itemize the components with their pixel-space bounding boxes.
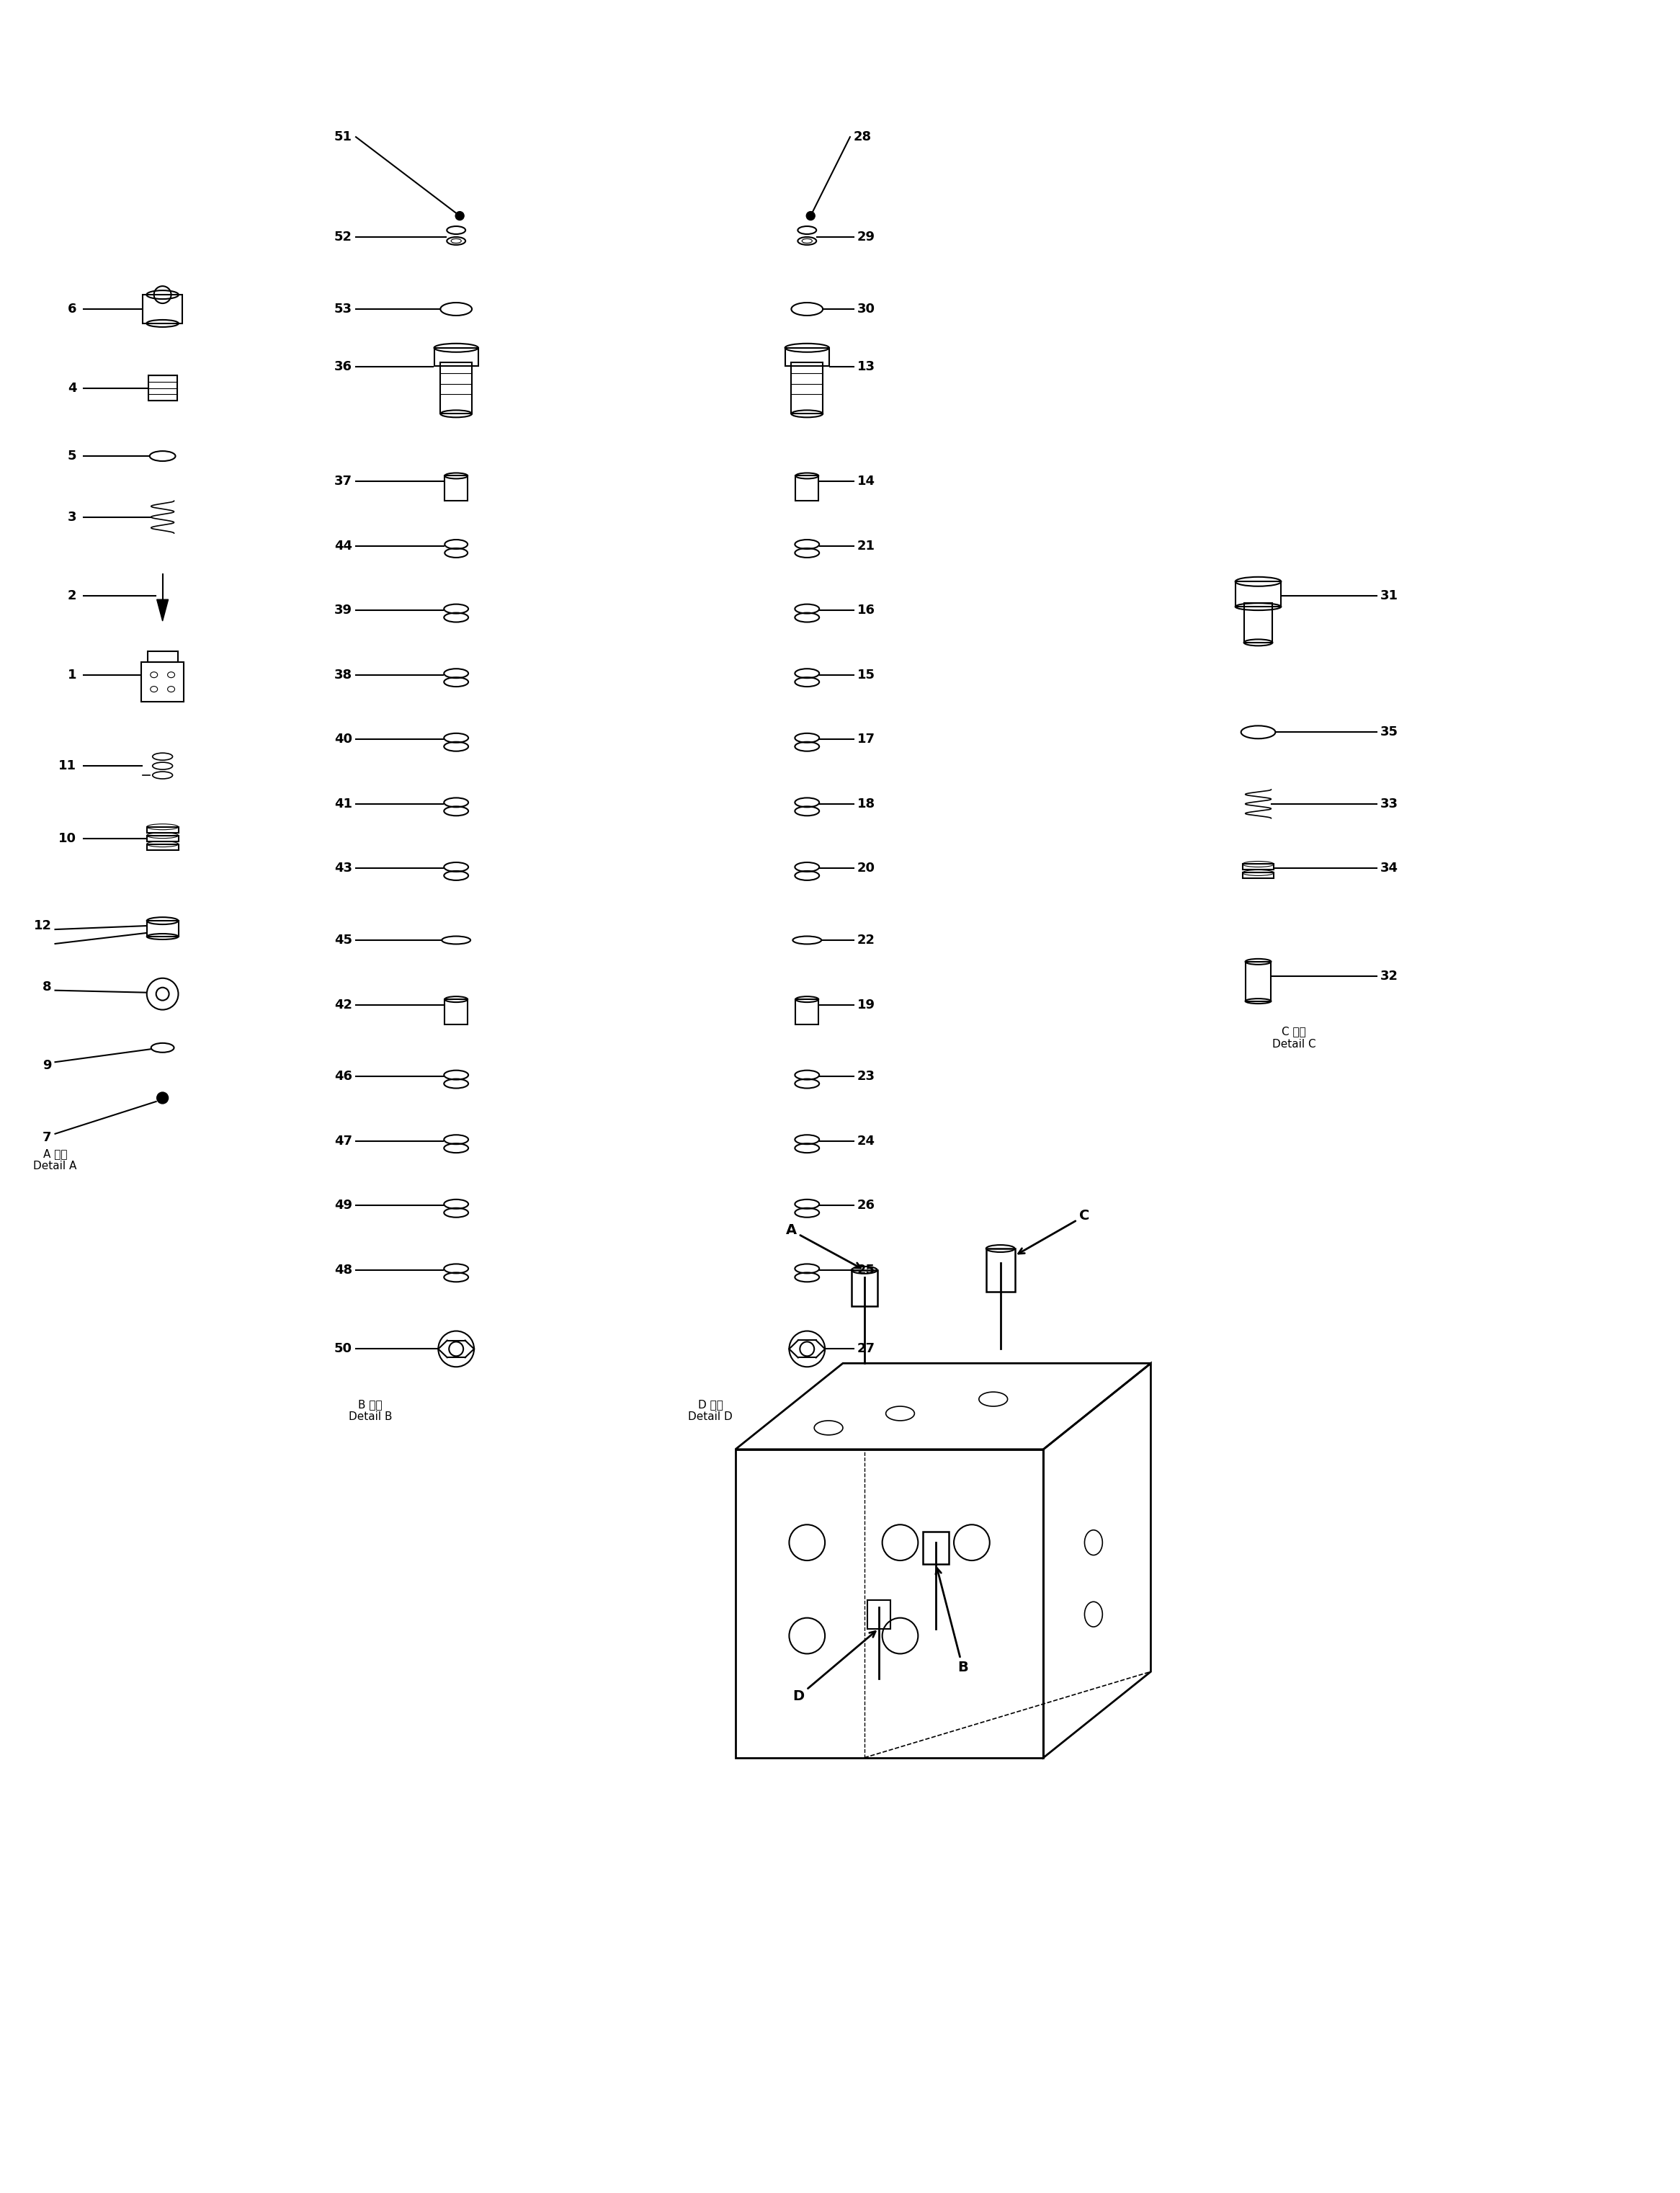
Bar xyxy=(1243,603,1272,643)
Text: 22: 22 xyxy=(857,934,875,947)
Text: 20: 20 xyxy=(857,862,875,875)
Text: 48: 48 xyxy=(334,1263,353,1276)
Text: 33: 33 xyxy=(1379,798,1398,811)
Bar xyxy=(785,349,830,366)
Text: 7: 7 xyxy=(42,1132,52,1145)
Text: 42: 42 xyxy=(334,998,353,1011)
Text: 45: 45 xyxy=(334,934,353,947)
Text: 37: 37 xyxy=(334,474,353,487)
Text: 32: 32 xyxy=(1379,969,1398,982)
Text: 41: 41 xyxy=(334,798,353,811)
Bar xyxy=(1235,581,1282,607)
Bar xyxy=(445,476,467,500)
Text: 35: 35 xyxy=(1379,726,1398,739)
Bar xyxy=(796,476,818,500)
Bar xyxy=(1245,963,1272,1002)
Text: 25: 25 xyxy=(857,1263,875,1276)
Text: 38: 38 xyxy=(334,669,353,682)
Text: 16: 16 xyxy=(857,603,875,616)
Text: C: C xyxy=(1018,1208,1090,1254)
Text: 3: 3 xyxy=(67,511,77,524)
Text: 46: 46 xyxy=(334,1070,353,1083)
Text: 49: 49 xyxy=(334,1200,353,1213)
Text: 53: 53 xyxy=(334,303,353,316)
Text: 30: 30 xyxy=(857,303,875,316)
Text: 28: 28 xyxy=(853,129,872,143)
Text: 27: 27 xyxy=(857,1342,875,1355)
Text: 23: 23 xyxy=(857,1070,875,1083)
Text: 24: 24 xyxy=(857,1134,875,1147)
Text: 9: 9 xyxy=(42,1059,52,1072)
Text: 52: 52 xyxy=(334,230,353,243)
Bar xyxy=(922,1531,949,1564)
Bar xyxy=(1243,873,1273,879)
Text: D 詳細
Detail D: D 詳細 Detail D xyxy=(689,1399,732,1423)
Text: A: A xyxy=(786,1224,860,1268)
Polygon shape xyxy=(156,599,168,621)
Bar xyxy=(146,827,178,833)
Text: D: D xyxy=(793,1632,875,1704)
Text: 15: 15 xyxy=(857,669,875,682)
Bar xyxy=(796,1000,818,1024)
Text: 6: 6 xyxy=(67,303,77,316)
Bar xyxy=(433,349,479,366)
Bar xyxy=(146,844,178,851)
Text: 51: 51 xyxy=(334,129,353,143)
Bar xyxy=(148,375,176,401)
Text: A 詳細
Detail A: A 詳細 Detail A xyxy=(34,1149,77,1171)
Text: 14: 14 xyxy=(857,474,875,487)
Text: 19: 19 xyxy=(857,998,875,1011)
Text: 40: 40 xyxy=(334,732,353,746)
Text: 4: 4 xyxy=(67,382,77,395)
Bar xyxy=(867,1601,890,1629)
Text: 43: 43 xyxy=(334,862,353,875)
Text: 34: 34 xyxy=(1379,862,1398,875)
Bar xyxy=(852,1270,877,1305)
Text: 50: 50 xyxy=(334,1342,353,1355)
Text: 17: 17 xyxy=(857,732,875,746)
Bar xyxy=(146,836,178,842)
Text: 10: 10 xyxy=(59,831,77,844)
Text: 18: 18 xyxy=(857,798,875,811)
Text: B: B xyxy=(936,1568,968,1675)
Text: 2: 2 xyxy=(67,590,77,603)
Bar xyxy=(445,1000,467,1024)
Text: 8: 8 xyxy=(42,980,52,993)
Bar xyxy=(141,662,185,702)
Text: 29: 29 xyxy=(857,230,875,243)
Text: 11: 11 xyxy=(59,759,77,772)
Bar xyxy=(440,362,472,414)
Text: C 詳細
Detail C: C 詳細 Detail C xyxy=(1272,1026,1315,1050)
Bar xyxy=(986,1248,1015,1292)
Bar xyxy=(791,362,823,414)
Text: 12: 12 xyxy=(34,919,52,932)
Text: 39: 39 xyxy=(334,603,353,616)
Text: B 詳細
Detail B: B 詳細 Detail B xyxy=(348,1399,391,1423)
Text: 5: 5 xyxy=(67,450,77,463)
Text: 47: 47 xyxy=(334,1134,353,1147)
Bar xyxy=(148,651,178,662)
Circle shape xyxy=(156,1092,168,1103)
Text: 13: 13 xyxy=(857,360,875,373)
Text: 1: 1 xyxy=(67,669,77,682)
Bar xyxy=(146,921,178,936)
Text: 31: 31 xyxy=(1379,590,1398,603)
Text: 44: 44 xyxy=(334,539,353,553)
Text: 26: 26 xyxy=(857,1200,875,1213)
Bar xyxy=(1243,864,1273,871)
Circle shape xyxy=(806,211,815,219)
Text: 36: 36 xyxy=(334,360,353,373)
Circle shape xyxy=(455,211,464,219)
Text: 21: 21 xyxy=(857,539,875,553)
